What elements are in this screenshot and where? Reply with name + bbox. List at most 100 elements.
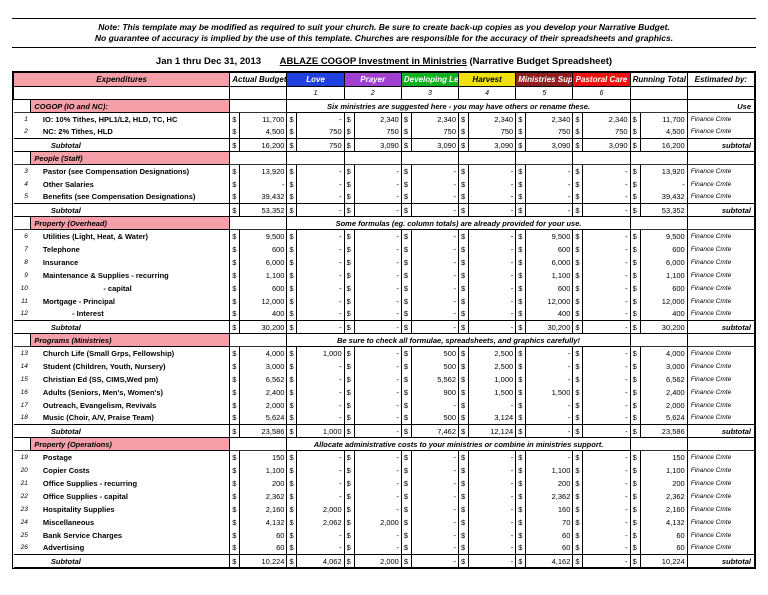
- table-row: 26Advertising$60$-$-$-$-$60$-$60Finance …: [14, 542, 755, 555]
- row-num: 26: [14, 542, 31, 555]
- table-row: 17Outreach, Evangelism, Revivals$2,000$-…: [14, 399, 755, 412]
- budget-table: Expenditures Actual Budget Love Prayer D…: [13, 72, 755, 568]
- row-est: Finance Cmte: [687, 256, 754, 269]
- row-est: Finance Cmte: [687, 490, 754, 503]
- row-num: 1: [14, 113, 31, 126]
- row-est: Finance Cmte: [687, 464, 754, 477]
- table-row: 8Insurance$6,000$-$-$-$-$6,000$-$6,000Fi…: [14, 256, 755, 269]
- row-num: 18: [14, 412, 31, 425]
- note-line-1: Note: This template may be modified as r…: [98, 22, 670, 32]
- table-row: 2NC: 2% Tithes, HLD$4,500$750$750$750$75…: [14, 126, 755, 139]
- row-desc: Office Supplies - recurring: [31, 477, 230, 490]
- subtotal-est: subtotal: [687, 139, 754, 152]
- hdr-developing: Developing Leaders: [401, 73, 458, 87]
- subtotal-label: Subtotal: [31, 204, 230, 217]
- row-num: 16: [14, 386, 31, 399]
- title-main: ABLAZE COGOP Investment in Ministries: [280, 56, 467, 67]
- section-name: COGOP (IO and NC):: [31, 100, 230, 113]
- row-num: 8: [14, 256, 31, 269]
- row-est: Finance Cmte: [687, 399, 754, 412]
- hdr-running: Running Total: [630, 73, 687, 87]
- table-row: 24Miscellaneous$4,132$2,062$2,000$-$-$70…: [14, 516, 755, 529]
- row-desc: IO: 10% Tithes, HPL1/L2, HLD, TC, HC: [31, 113, 230, 126]
- row-est: Finance Cmte: [687, 451, 754, 464]
- row-est: Finance Cmte: [687, 126, 754, 139]
- table-row: 6Utilities (Light, Heat, & Water)$9,500$…: [14, 230, 755, 243]
- row-desc: Hospitality Supplies: [31, 503, 230, 516]
- table-row: 13Church Life (Small Grps, Fellowship)$4…: [14, 347, 755, 360]
- section-use: [687, 438, 754, 451]
- section-use: Use: [687, 100, 754, 113]
- row-desc: Copier Costs: [31, 464, 230, 477]
- table-row: 15Christian Ed (SS, CIMS,Wed pm)$6,562$-…: [14, 373, 755, 386]
- subtotal-est: subtotal: [687, 204, 754, 217]
- row-est: Finance Cmte: [687, 373, 754, 386]
- section-banner: Allocate administrative costs to your mi…: [287, 438, 630, 451]
- hdr-num-5: 5: [516, 87, 573, 100]
- table-row: 11Mortgage - Principal$12,000$-$-$-$-$12…: [14, 295, 755, 308]
- row-num: 10: [14, 282, 31, 295]
- row-est: Finance Cmte: [687, 178, 754, 191]
- title-sub: (Narrative Budget Spreadsheet): [470, 56, 613, 67]
- subtotal-row: Subtotal$10,224$4,062$2,000$-$-$4,162$-$…: [14, 555, 755, 568]
- row-num: 3: [14, 165, 31, 178]
- subtotal-label: Subtotal: [31, 555, 230, 568]
- title-row: Jan 1 thru Dec 31, 2013 ABLAZE COGOP Inv…: [12, 56, 756, 67]
- row-num: 24: [14, 516, 31, 529]
- row-est: Finance Cmte: [687, 165, 754, 178]
- row-desc: NC: 2% Tithes, HLD: [31, 126, 230, 139]
- table-row: 1IO: 10% Tithes, HPL1/L2, HLD, TC, HC$11…: [14, 113, 755, 126]
- header-row-1: Expenditures Actual Budget Love Prayer D…: [14, 73, 755, 87]
- header-row-2: 1 2 3 4 5 6: [14, 87, 755, 100]
- section-banner: Be sure to check all formulae, spreadshe…: [287, 334, 630, 347]
- row-est: Finance Cmte: [687, 230, 754, 243]
- row-est: Finance Cmte: [687, 477, 754, 490]
- date-range: Jan 1 thru Dec 31, 2013: [156, 56, 261, 67]
- row-est: Finance Cmte: [687, 360, 754, 373]
- row-est: Finance Cmte: [687, 308, 754, 321]
- table-row: 19Postage$150$-$-$-$-$-$-$150Finance Cmt…: [14, 451, 755, 464]
- row-est: Finance Cmte: [687, 529, 754, 542]
- subtotal-label: Subtotal: [31, 321, 230, 334]
- hdr-harvest: Harvest: [459, 73, 516, 87]
- hdr-love: Love: [287, 73, 344, 87]
- table-row: 16Adults (Seniors, Men's, Women's)$2,400…: [14, 386, 755, 399]
- hdr-actual: Actual Budget: [230, 73, 287, 87]
- row-num: 2: [14, 126, 31, 139]
- subtotal-row: Subtotal$16,200$750$3,090$3,090$3,090$3,…: [14, 139, 755, 152]
- row-est: Finance Cmte: [687, 516, 754, 529]
- row-desc: Student (Children, Youth, Nursery): [31, 360, 230, 373]
- row-est: Finance Cmte: [687, 269, 754, 282]
- row-desc: Postage: [31, 451, 230, 464]
- subtotal-est: subtotal: [687, 555, 754, 568]
- row-num: 4: [14, 178, 31, 191]
- row-est: Finance Cmte: [687, 503, 754, 516]
- section-banner: Six ministries are suggested here - you …: [287, 100, 630, 113]
- section-row: Programs (Ministries) Be sure to check al…: [14, 334, 755, 347]
- hdr-num-3: 3: [401, 87, 458, 100]
- row-desc: Benefits (see Compensation Designations): [31, 191, 230, 204]
- subtotal-row: Subtotal$53,352$-$-$-$-$-$-$53,352subtot…: [14, 204, 755, 217]
- table-row: 23Hospitality Supplies$2,160$2,000$-$-$-…: [14, 503, 755, 516]
- table-row: 14Student (Children, Youth, Nursery)$3,0…: [14, 360, 755, 373]
- template-note: Note: This template may be modified as r…: [12, 18, 756, 48]
- hdr-expenditures: Expenditures: [14, 73, 230, 87]
- table-row: 22Office Supplies - capital$2,362$-$-$-$…: [14, 490, 755, 503]
- row-est: Finance Cmte: [687, 295, 754, 308]
- section-use: [687, 334, 754, 347]
- row-num: 13: [14, 347, 31, 360]
- section-row: People (Staff): [14, 152, 755, 165]
- row-num: 5: [14, 191, 31, 204]
- subtotal-label: Subtotal: [31, 139, 230, 152]
- row-num: 22: [14, 490, 31, 503]
- section-row: COGOP (IO and NC): Six ministries are sug…: [14, 100, 755, 113]
- hdr-num-4: 4: [459, 87, 516, 100]
- section-name: Programs (Ministries): [31, 334, 230, 347]
- row-desc: Other Salaries: [31, 178, 230, 191]
- row-desc: - Interest: [31, 308, 230, 321]
- table-row: 9Maintenance & Supplies - recurring$1,10…: [14, 269, 755, 282]
- row-desc: Music (Choir, A/V, Praise Team): [31, 412, 230, 425]
- note-line-2: No guarantee of accuracy is implied by t…: [95, 33, 673, 43]
- row-desc: Insurance: [31, 256, 230, 269]
- row-num: 23: [14, 503, 31, 516]
